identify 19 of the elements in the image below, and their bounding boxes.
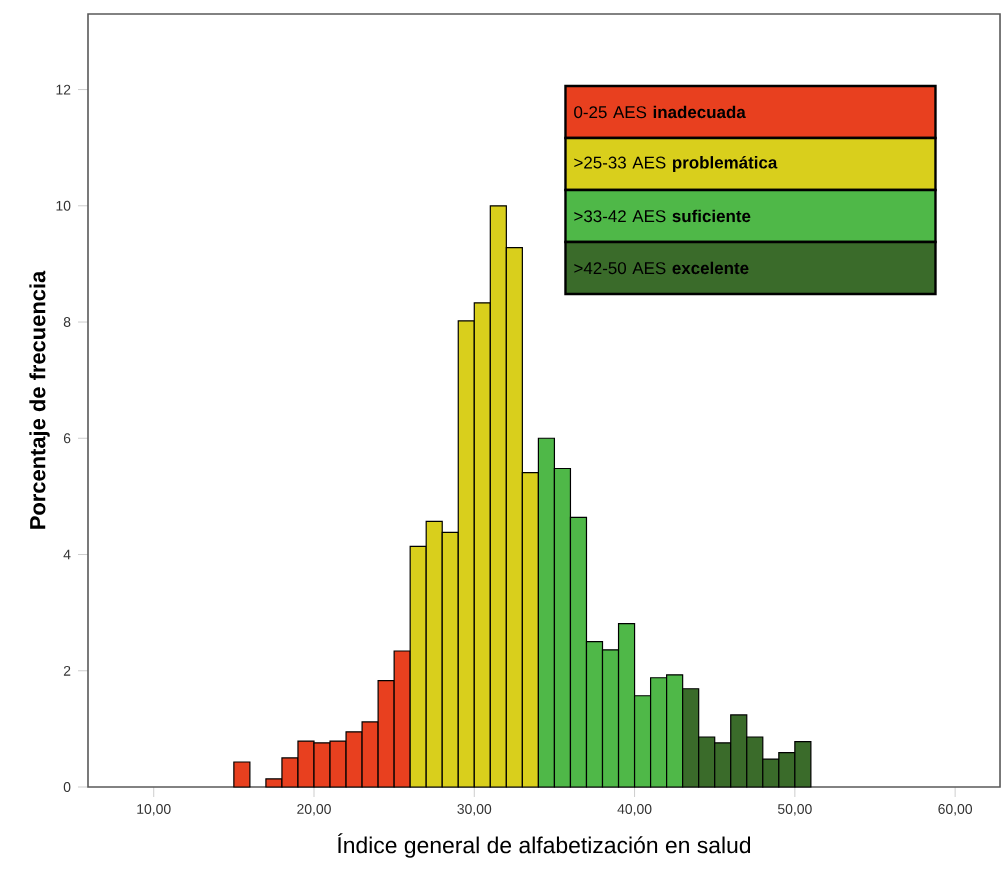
text: >25-33 AES problemática (574, 155, 778, 172)
y-tick-label: 12 (56, 84, 71, 95)
y-tick-label: 0 (63, 782, 71, 792)
y-tick-label: 4 (63, 549, 71, 560)
x-tick-label: 60,00 (938, 804, 973, 816)
text: >33-42 AES suficiente (574, 209, 751, 223)
text: >42-50 AES excelente (574, 261, 749, 275)
y-axis-title: Porcentaje de frecuencia (29, 270, 50, 529)
y-tick-label: 10 (56, 200, 71, 211)
x-tick-label: 20,00 (297, 804, 331, 816)
x-axis-title: Índice general de alfabetización en salud (337, 833, 751, 858)
x-tick-label: 10,00 (137, 804, 171, 816)
y-tick-label: 8 (63, 317, 71, 327)
x-tick-label: 30,00 (457, 804, 492, 816)
x-tick-label: 40,00 (617, 804, 652, 816)
y-tick-label: 2 (63, 665, 71, 676)
text: 0-25 AES inadecuada (574, 105, 746, 119)
x-tick-label: 50,00 (777, 804, 812, 816)
y-tick-label: 6 (63, 433, 71, 444)
